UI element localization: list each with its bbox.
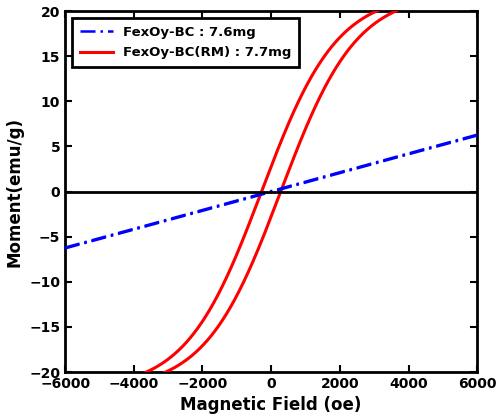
Legend: FexOy-BC : 7.6mg, FexOy-BC(RM) : 7.7mg: FexOy-BC : 7.6mg, FexOy-BC(RM) : 7.7mg [72,18,299,67]
Y-axis label: Moment(emu/g): Moment(emu/g) [6,116,24,267]
X-axis label: Magnetic Field (oe): Magnetic Field (oe) [180,396,361,415]
